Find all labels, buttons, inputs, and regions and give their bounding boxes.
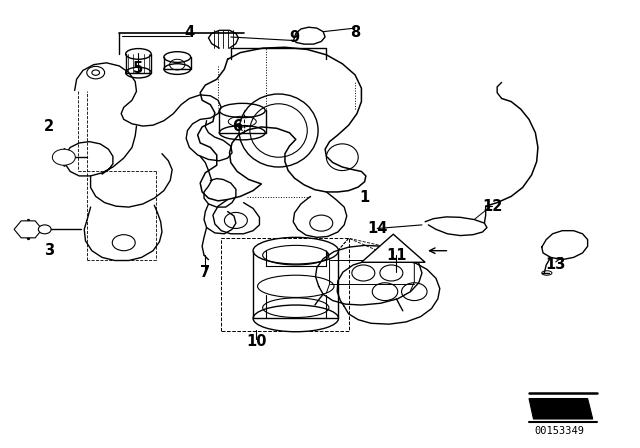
Text: 00153349: 00153349 xyxy=(534,426,584,436)
Text: 13: 13 xyxy=(545,257,566,271)
Text: 5: 5 xyxy=(133,60,143,76)
Text: 7: 7 xyxy=(200,266,211,280)
Ellipse shape xyxy=(52,149,76,165)
Polygon shape xyxy=(529,399,593,419)
Polygon shape xyxy=(14,221,42,238)
Text: !: ! xyxy=(391,251,396,260)
Text: 14: 14 xyxy=(367,221,388,236)
Text: 1: 1 xyxy=(360,190,370,205)
Text: 8: 8 xyxy=(350,25,360,40)
Text: 12: 12 xyxy=(482,199,502,214)
Text: 11: 11 xyxy=(386,248,406,263)
Ellipse shape xyxy=(38,225,51,234)
Text: 9: 9 xyxy=(289,30,300,44)
Text: 6: 6 xyxy=(232,119,242,134)
Text: 2: 2 xyxy=(44,119,54,134)
Text: 3: 3 xyxy=(44,243,54,258)
Text: 10: 10 xyxy=(246,335,266,349)
Polygon shape xyxy=(362,234,425,262)
Text: 4: 4 xyxy=(184,25,195,40)
